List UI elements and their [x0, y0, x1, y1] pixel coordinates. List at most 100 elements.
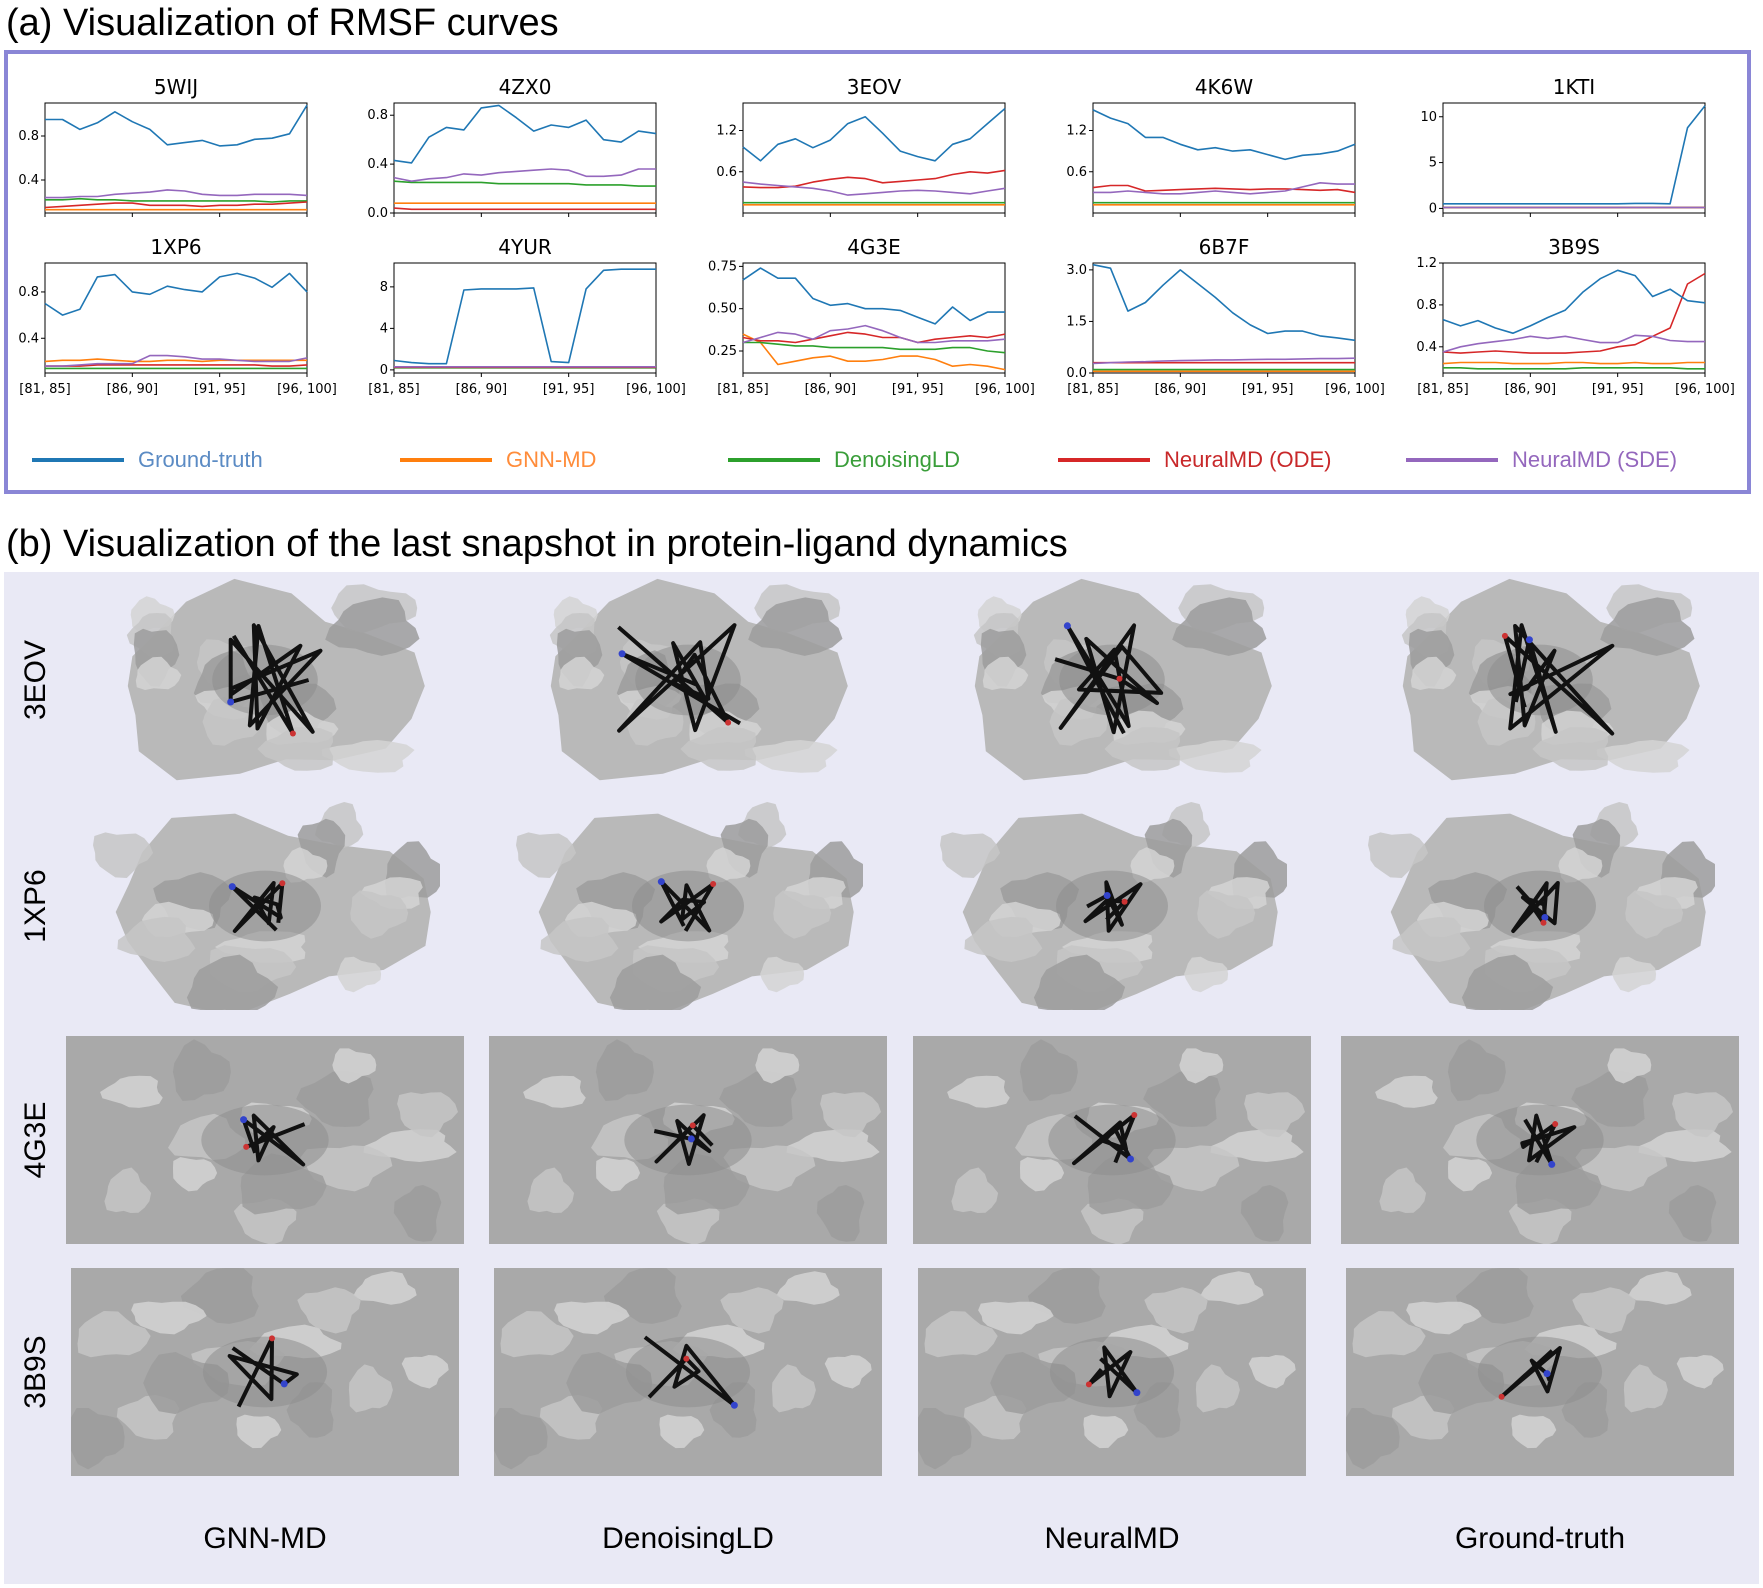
row-label: 3B9S — [19, 1335, 52, 1409]
surface-lobe — [771, 1364, 816, 1413]
series-line-DenoisingLD — [743, 341, 1006, 354]
snapshot-1XP6-Ground-truth — [1365, 802, 1715, 1010]
oxygen-atom — [1121, 898, 1128, 905]
surface-lobe — [820, 1092, 881, 1138]
oxygen-atom — [1116, 675, 1123, 682]
plot-frame — [1092, 102, 1356, 214]
surface-lobe — [1143, 1071, 1221, 1127]
ligand — [653, 1113, 714, 1166]
surface-lobe — [1623, 1364, 1668, 1413]
surface-lobe — [609, 954, 702, 1010]
oxygen-atom — [1501, 632, 1508, 639]
chart-title: 6B7F — [1199, 235, 1250, 259]
surface-lobe — [1083, 1414, 1129, 1449]
x-tick-label: [91, 95] — [892, 382, 944, 397]
series-line-Ground-truth — [1092, 263, 1356, 342]
surface-lobe — [1406, 1301, 1482, 1335]
binding-pocket — [1477, 1336, 1603, 1408]
chart-title: 4ZX0 — [499, 75, 552, 99]
nitrogen-atom — [618, 650, 626, 658]
y-tick-label: 5 — [1429, 156, 1437, 171]
surface-lobe — [131, 1301, 207, 1335]
series-line-NeuralMD (ODE) — [393, 207, 656, 211]
surface-lobe — [350, 890, 409, 939]
surface-lobe — [104, 1167, 152, 1213]
surface-lobe — [1571, 1071, 1649, 1127]
row-label: 1XP6 — [19, 869, 52, 943]
x-tick-label: [86, 90] — [456, 382, 508, 397]
plot-frame — [1442, 102, 1706, 214]
surface-lobe — [918, 1408, 972, 1470]
ligand-bonds — [1520, 1113, 1577, 1167]
ligand — [227, 1335, 299, 1408]
column-label: DenoisingLD — [602, 1522, 774, 1555]
snapshot-3EOV-GNN-MD — [100, 576, 430, 784]
oxygen-atom — [289, 730, 296, 737]
legend-label: GNN-MD — [506, 447, 597, 472]
ligand — [657, 878, 717, 933]
surface-lobe — [1172, 597, 1267, 656]
surface-lobe — [596, 1157, 641, 1192]
nitrogen-atom — [687, 1135, 695, 1143]
oxygen-atom — [1552, 1121, 1559, 1128]
snapshot-1XP6-NeuralMD — [937, 802, 1287, 1010]
surface-lobe — [1240, 1185, 1289, 1242]
snapshot-3EOV-DenoisingLD — [523, 576, 853, 784]
series-line-Ground-truth — [44, 272, 308, 316]
y-tick-label: 0.8 — [367, 108, 388, 123]
nitrogen-atom — [730, 1401, 738, 1409]
snapshot-3B9S-Ground-truth — [1346, 1268, 1734, 1476]
ligand — [227, 623, 323, 737]
x-tick-label: [91, 95] — [1242, 382, 1294, 397]
surface-lobe — [1020, 1157, 1065, 1192]
row-label: 4G3E — [19, 1101, 52, 1179]
oxygen-atom — [1540, 919, 1547, 926]
x-tick-label: [91, 95] — [194, 382, 246, 397]
ligand — [1083, 880, 1143, 933]
surface-lobe — [1558, 847, 1603, 883]
plot-frame — [393, 102, 657, 214]
ligand-bonds — [659, 879, 716, 933]
surface-lobe — [1033, 954, 1126, 1010]
x-tick-label: [86, 90] — [107, 382, 159, 397]
surface-lobe — [135, 656, 182, 690]
series-line-NeuralMD (SDE) — [742, 181, 1006, 196]
surface-lobe — [1352, 1311, 1426, 1358]
x-tick-label: [96, 100] — [975, 382, 1035, 397]
series-line-NeuralMD (ODE) — [45, 364, 308, 367]
nitrogen-atom — [1133, 1389, 1141, 1397]
series-line-Ground-truth — [742, 267, 1005, 325]
surface-lobe — [236, 1414, 282, 1449]
y-tick-label: 0.6 — [716, 165, 737, 180]
y-tick-label: 3.0 — [1066, 263, 1087, 278]
surface-lobe — [1210, 1129, 1304, 1162]
surface-lobe — [332, 1048, 377, 1084]
y-tick-label: 0.4 — [18, 173, 39, 188]
oxygen-atom — [683, 1355, 690, 1362]
series-line-Ground-truth — [393, 104, 657, 164]
surface-lobe — [1672, 1092, 1733, 1138]
nitrogen-atom — [1541, 913, 1549, 921]
snapshot-3B9S-GNN-MD — [71, 1268, 459, 1476]
surface-lobe — [337, 956, 382, 993]
y-tick-label: 0.8 — [18, 129, 39, 144]
nitrogen-atom — [1103, 892, 1111, 900]
y-tick-label: 0 — [380, 363, 388, 378]
x-tick-label: [96, 100] — [277, 382, 337, 397]
snapshot-panel: 3EOV 1XP6 4G3E 3B9S GNN-MD DenoisingLD NeuralM… — [4, 572, 1759, 1584]
y-tick-label: 0.4 — [1416, 340, 1437, 355]
series-line-DenoisingLD — [45, 197, 307, 203]
surface-lobe — [1144, 1287, 1208, 1334]
plot-frame — [44, 262, 308, 374]
snapshot-4G3E-DenoisingLD — [489, 1036, 887, 1244]
surface-lobe — [786, 1129, 880, 1162]
surface-lobe — [77, 1311, 151, 1358]
surface-lobe — [1244, 1092, 1305, 1138]
surface-lobe — [397, 1092, 458, 1138]
series-line-GNN-MD — [742, 333, 1006, 371]
y-tick-label: 1.2 — [1066, 124, 1087, 139]
rmsf-chart-4K6W: 4K6W 0.6 1.2 — [1066, 75, 1356, 217]
column-label: NeuralMD — [1044, 1522, 1180, 1555]
surface-lobe — [1130, 847, 1175, 883]
legend-swatch — [400, 458, 492, 462]
